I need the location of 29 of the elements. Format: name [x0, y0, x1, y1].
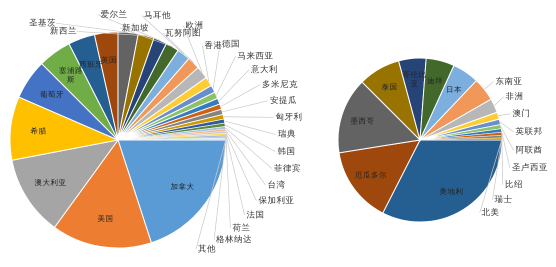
slice-label: 澳门 [512, 108, 530, 120]
slice-label: 瑞士 [494, 194, 513, 206]
slice-label: 多米尼克 [262, 79, 298, 90]
slice-label: 匈牙利 [275, 112, 302, 123]
slice-label: 菲律宾 [274, 162, 301, 174]
slice-label: 意大利 [250, 64, 278, 76]
slice-label: 台湾 [267, 179, 286, 190]
slice-label: 法国 [246, 209, 265, 220]
slice-label: 保加利亚 [258, 194, 294, 206]
slice-label: 香港 [204, 40, 223, 52]
slice-label: 马耳他 [144, 10, 171, 21]
slice-label: 非洲 [506, 91, 524, 102]
slice-label: 安提瓜 [270, 95, 298, 106]
slice-label: 英联邦 [516, 126, 543, 138]
slice-label: 瑞典 [278, 128, 296, 140]
slice-label: 东南亚 [496, 76, 523, 87]
slice-label: 新西兰 [50, 26, 77, 37]
slice-label: 马来西亚 [238, 50, 274, 62]
slice-label: 阿联酋 [515, 144, 542, 156]
slice-label: 韩国 [277, 146, 296, 157]
slice-label: 其他 [198, 243, 216, 254]
slice-label: 北美 [482, 207, 500, 218]
slice-label: 爱尔兰 [100, 9, 128, 20]
slice-label: 圣卢西亚 [512, 162, 548, 174]
slice-label: 格林纳达 [215, 234, 252, 245]
slice-label: 荷兰 [232, 222, 250, 234]
slice-label: 新加坡 [122, 22, 150, 34]
slice-label: 比绍 [504, 178, 523, 190]
slice-label: 德国 [222, 38, 240, 50]
